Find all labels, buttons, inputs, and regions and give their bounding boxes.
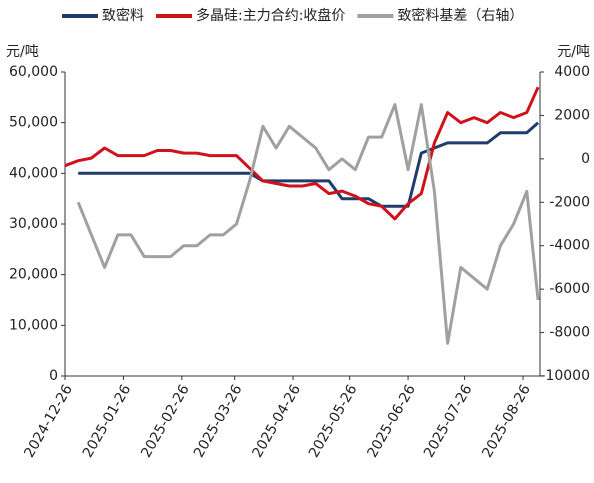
y-tick-label: 40,000 bbox=[9, 165, 58, 181]
x-tick-label: 2025-01-26 bbox=[80, 382, 135, 461]
y2-tick-label: 0 bbox=[581, 151, 590, 167]
y2-tick-label: -6000 bbox=[549, 281, 590, 297]
y2-tick-label: 4000 bbox=[554, 64, 590, 80]
y2-tick-label: -8000 bbox=[549, 325, 590, 341]
y2-tick-label: -4000 bbox=[549, 238, 590, 254]
series-line bbox=[76, 103, 540, 345]
y-tick-label: 50,000 bbox=[9, 115, 58, 131]
y-tick-label: 0 bbox=[49, 368, 58, 384]
legend-label: 致密料 bbox=[102, 7, 144, 24]
series-line bbox=[78, 121, 540, 208]
y2-tick-label: 2000 bbox=[554, 107, 590, 123]
y-tick-label: 30,000 bbox=[9, 216, 58, 232]
x-tick-label: 2025-04-26 bbox=[249, 382, 304, 461]
y-tick-label: 20,000 bbox=[9, 267, 58, 283]
x-tick-label: 2025-05-26 bbox=[306, 382, 361, 461]
y-tick-label: 10,000 bbox=[9, 317, 58, 333]
legend-label: 致密料基差（右轴） bbox=[397, 7, 523, 24]
y-tick-label: 60,000 bbox=[9, 64, 58, 80]
x-tick-label: 2025-03-26 bbox=[191, 382, 246, 461]
y-axis-title: 元/吨 bbox=[6, 44, 39, 60]
x-tick-label: 2025-06-26 bbox=[364, 382, 419, 461]
legend-label: 多晶硅:主力合约:收盘价 bbox=[196, 7, 345, 24]
y2-tick-label: -10000 bbox=[540, 368, 590, 384]
y2-tick-label: -2000 bbox=[549, 194, 590, 210]
y2-axis-title: 元/吨 bbox=[557, 44, 590, 60]
series-line bbox=[64, 86, 540, 221]
x-tick-label: 2025-02-26 bbox=[138, 382, 193, 461]
x-tick-label: 2025-08-26 bbox=[479, 382, 534, 461]
x-tick-label: 2024-12-26 bbox=[21, 382, 76, 461]
x-tick-label: 2025-07-26 bbox=[421, 382, 476, 461]
